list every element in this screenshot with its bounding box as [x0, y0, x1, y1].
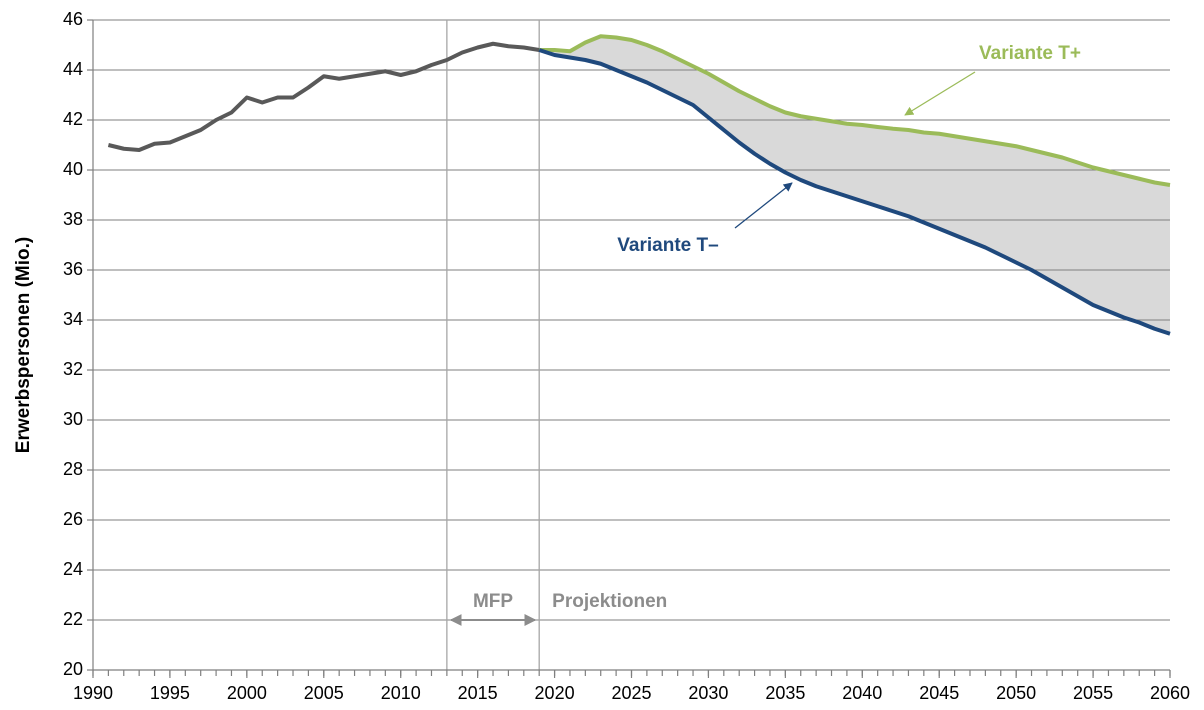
x-tick-label: 2050: [996, 683, 1036, 703]
x-tick-label: 1995: [150, 683, 190, 703]
annotation: MFP: [473, 591, 513, 612]
y-tick-label: 44: [63, 59, 83, 79]
annotation: Projektionen: [552, 591, 667, 612]
series-line: [107, 41, 540, 152]
x-tick-label: 2040: [842, 683, 882, 703]
x-tick-label: 2035: [765, 683, 805, 703]
x-tick-label: 2000: [227, 683, 267, 703]
y-tick-label: 38: [63, 209, 83, 229]
y-tick-label: 46: [63, 9, 83, 29]
y-tick-label: 20: [63, 659, 83, 679]
y-tick-label: 34: [63, 309, 83, 329]
range-band: [539, 36, 1170, 334]
series-label: Variante T–: [617, 235, 718, 256]
x-tick-label: 2010: [381, 683, 421, 703]
x-tick-label: 1990: [73, 683, 113, 703]
series-line: [539, 34, 1171, 187]
y-tick-label: 40: [63, 159, 83, 179]
y-tick-label: 42: [63, 109, 83, 129]
y-tick-label: 24: [63, 559, 83, 579]
series-label: Variante T+: [979, 43, 1081, 64]
y-tick-label: 26: [63, 509, 83, 529]
x-tick-label: 2015: [458, 683, 498, 703]
label-arrow: [734, 182, 793, 229]
y-tick-label: 36: [63, 259, 83, 279]
y-tick-label: 22: [63, 609, 83, 629]
x-tick-label: 2045: [919, 683, 959, 703]
x-tick-label: 2055: [1073, 683, 1113, 703]
x-tick-label: 2020: [535, 683, 575, 703]
series-line: [538, 48, 1171, 336]
y-tick-label: 32: [63, 359, 83, 379]
x-tick-label: 2030: [688, 683, 728, 703]
x-tick-label: 2025: [611, 683, 651, 703]
y-axis-label: Erwerbspersonen (Mio.): [13, 237, 34, 453]
x-tick-label: 2005: [304, 683, 344, 703]
y-tick-label: 28: [63, 459, 83, 479]
y-tick-label: 30: [63, 409, 83, 429]
label-arrow: [904, 71, 976, 116]
x-tick-label: 2060: [1150, 683, 1190, 703]
